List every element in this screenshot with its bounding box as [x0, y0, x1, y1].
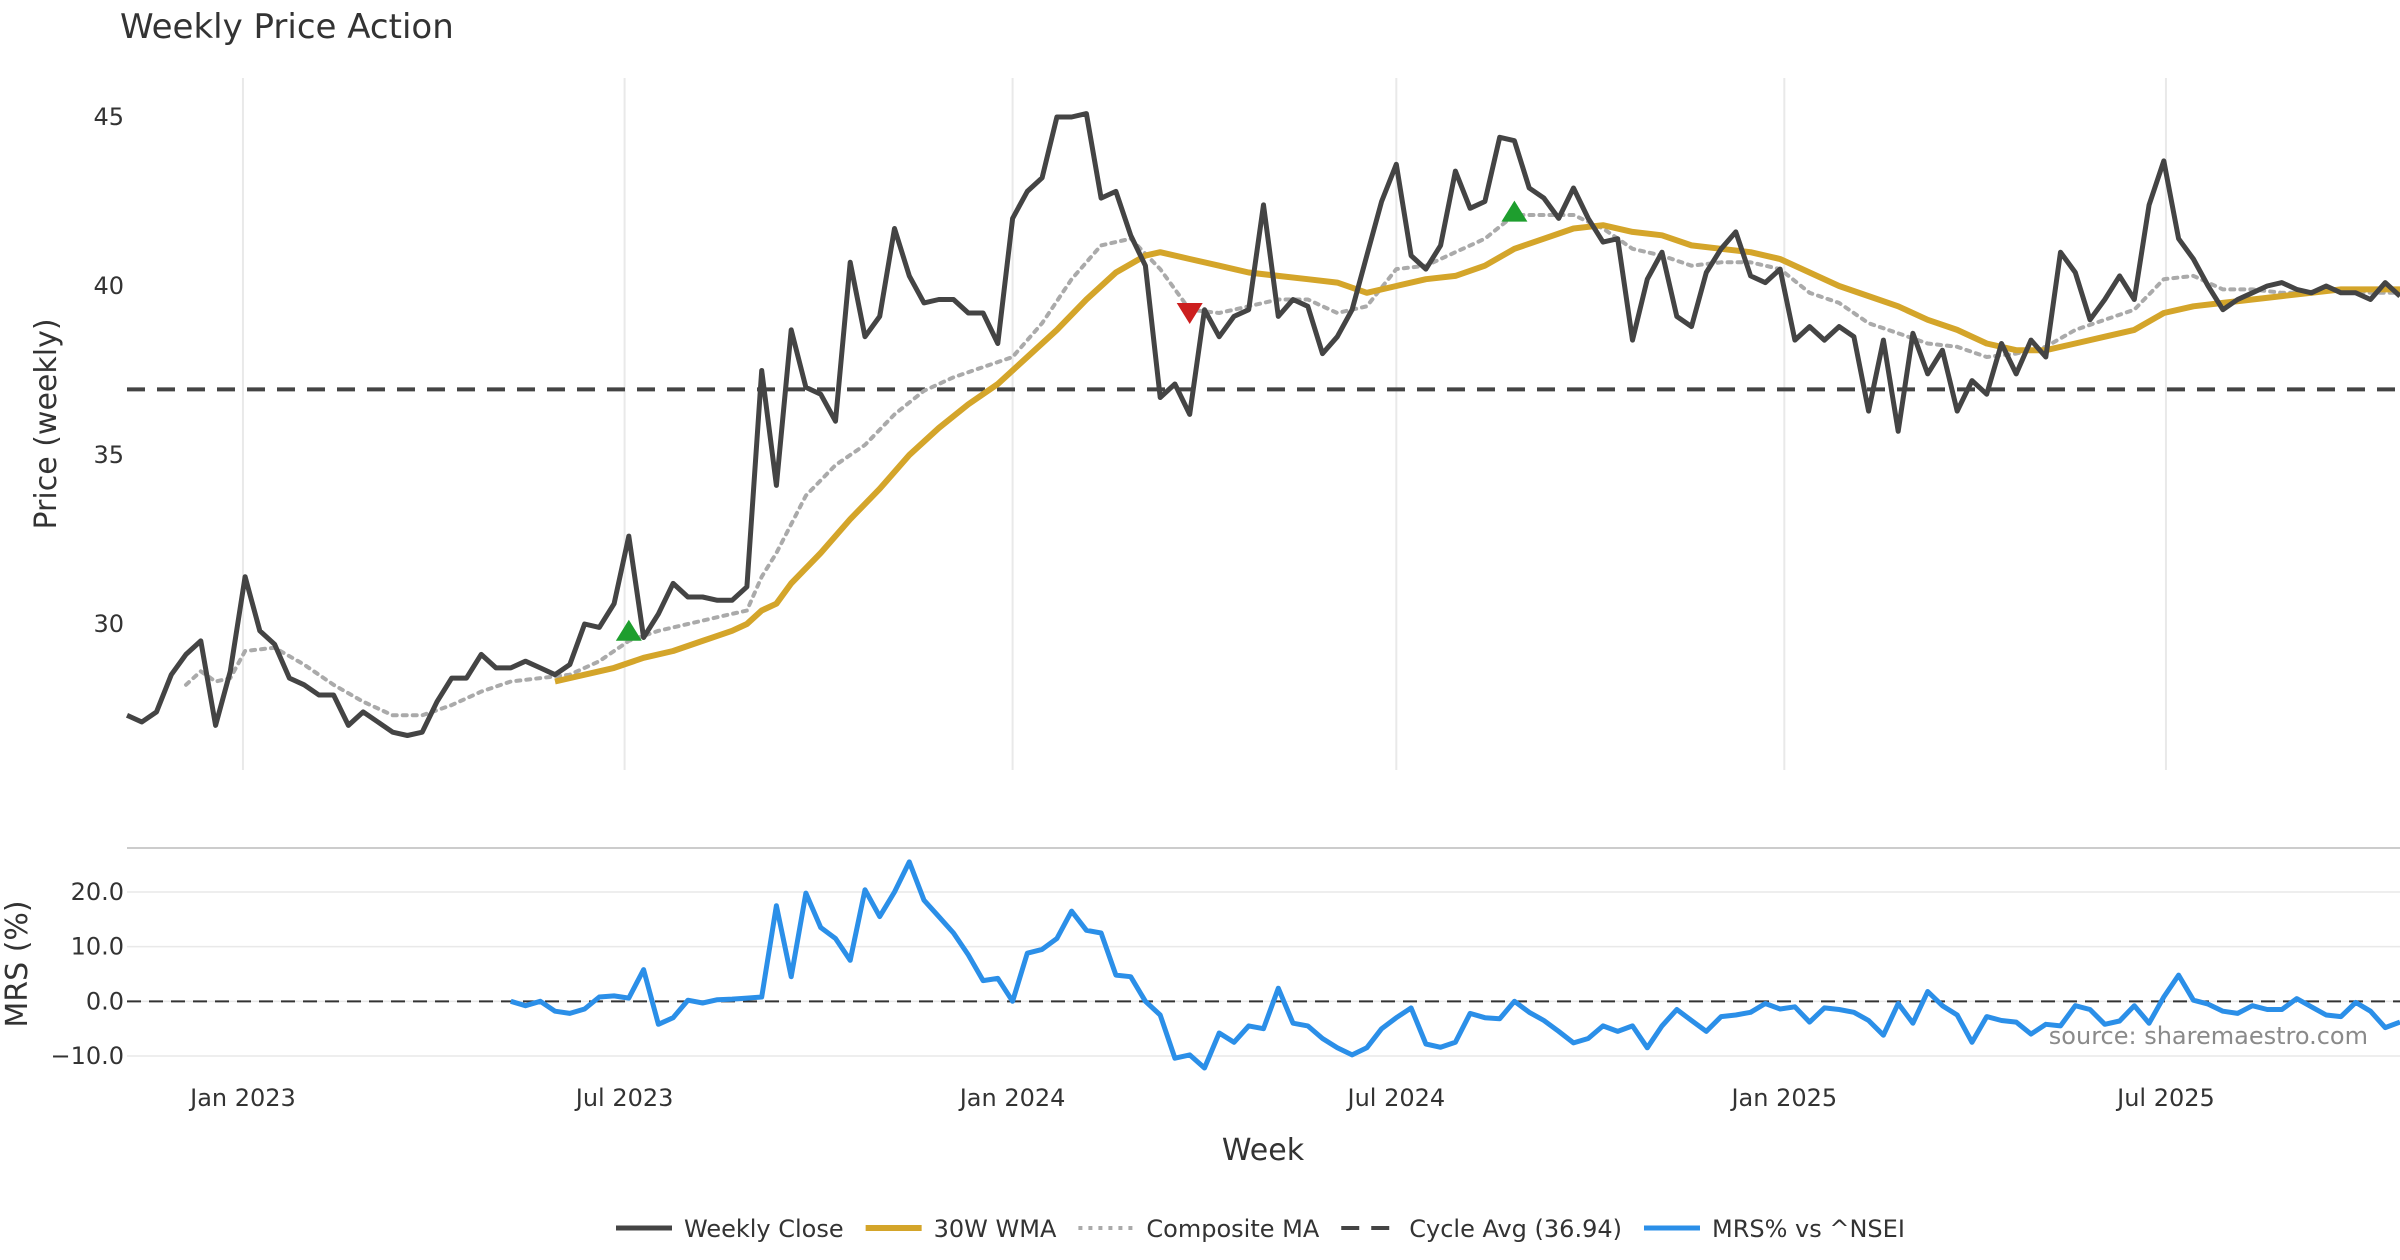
legend-label-weekly-close: Weekly Close: [684, 1215, 844, 1243]
price-y-axis-label: Price (weekly): [29, 318, 64, 529]
buy-signal-marker: [1501, 200, 1528, 222]
mrs-series: [127, 859, 2400, 1071]
x-tick-label: Jan 2024: [958, 1084, 1066, 1112]
x-tick-label: Jul 2024: [1346, 1084, 1446, 1112]
sell-signal-marker: [1176, 303, 1203, 325]
series-mrs-vs-nsei: [510, 859, 2400, 1071]
x-ticks: Jan 2023 Jul 2023 Jan 2024 Jul 2024 Jan 2025…: [188, 1084, 2215, 1112]
mrs-y-axis-label: MRS (%): [0, 900, 35, 1027]
x-tick-label: Jul 2025: [2115, 1084, 2215, 1112]
legend-label-30w-wma: 30W WMA: [934, 1215, 1057, 1243]
series-weekly-close: [125, 111, 2400, 738]
x-tick-label: Jan 2025: [1729, 1084, 1837, 1112]
price-y-ticks: 30 35 40 45: [93, 103, 124, 638]
mrs-y-tick-label: 10.0: [71, 933, 124, 961]
series-30w-wma: [554, 222, 2400, 685]
legend-label-cycle-avg-36-94: Cycle Avg (36.94): [1409, 1215, 1622, 1243]
chart-title: Weekly Price Action: [120, 7, 454, 47]
mrs-y-tick-label: 20.0: [71, 878, 124, 906]
x-axis-label: Week: [1222, 1133, 1305, 1168]
x-tick-label: Jan 2023: [188, 1084, 296, 1112]
legend: Weekly Close 30W WMA Composite MA Cycle Avg…: [616, 1215, 1905, 1243]
price-y-tick-label: 45: [93, 103, 124, 131]
signal-markers: [615, 200, 1528, 641]
mrs-y-ticks: −10.0 0.0 10.0 20.0: [50, 878, 124, 1070]
source-annotation: source: sharemaestro.com: [2049, 1022, 2368, 1050]
legend-label-composite-ma: Composite MA: [1146, 1215, 1319, 1243]
mrs-y-tick-label: −10.0: [50, 1042, 124, 1070]
price-y-tick-label: 40: [93, 272, 124, 300]
buy-signal-marker: [615, 619, 642, 641]
price-series: [125, 111, 2400, 738]
price-y-tick-label: 30: [93, 610, 124, 638]
legend-label-mrs-vs-nsei: MRS% vs ^NSEI: [1712, 1215, 1905, 1243]
series-composite-ma: [184, 213, 2400, 718]
mrs-y-tick-label: 0.0: [86, 987, 124, 1015]
x-tick-label: Jul 2023: [574, 1084, 674, 1112]
price-y-tick-label: 35: [93, 441, 124, 469]
